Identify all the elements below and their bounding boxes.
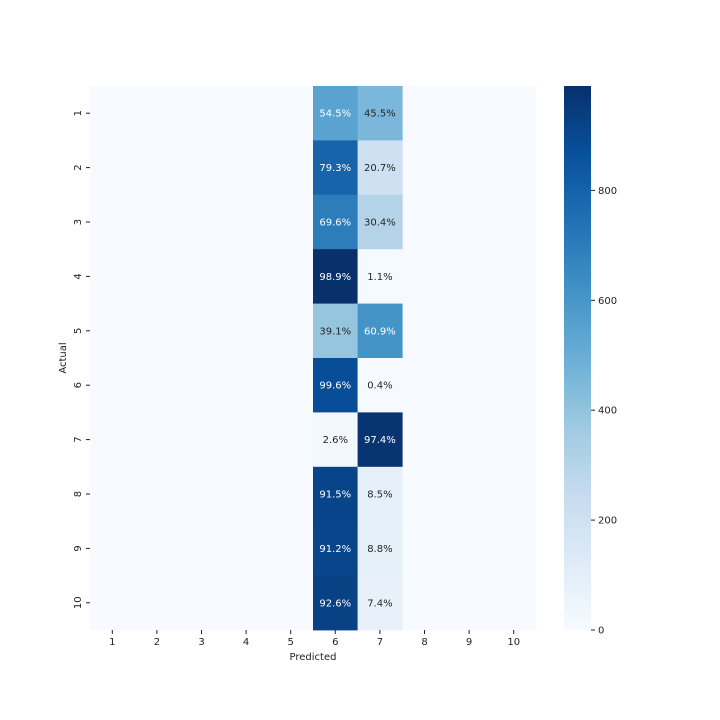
cell-value-label: 54.5% (319, 109, 351, 120)
heatmap-cell (313, 249, 358, 304)
x-tick-label: 9 (466, 637, 472, 648)
cell-value-label: 98.9% (319, 272, 351, 283)
colorbar-tick-label: 200 (598, 516, 617, 527)
heatmap-cell (313, 194, 358, 250)
x-tick-label: 4 (243, 637, 249, 648)
x-tick-label: 8 (421, 637, 427, 648)
x-tick-label: 5 (288, 637, 294, 648)
colorbar-tick-label: 0 (598, 626, 604, 637)
y-tick-label: 7 (73, 436, 84, 442)
y-tick-label: 9 (73, 545, 84, 551)
heatmap-cell (357, 86, 403, 141)
x-tick-label: 7 (377, 637, 383, 648)
colorbar-tick-label: 400 (598, 406, 617, 417)
heatmap-cell (313, 466, 358, 522)
cell-value-label: 20.7% (364, 163, 396, 174)
cell-value-label: 69.6% (319, 218, 351, 229)
y-axis-ticks: 1 2 3 4 5 6 7 8 9 10 (73, 110, 90, 609)
heatmap-cell (357, 412, 403, 468)
cell-value-label: 30.4% (364, 218, 396, 229)
colorbar-tick-label: 600 (598, 296, 617, 307)
heatmap-cell (313, 86, 358, 141)
heatmap-cell (357, 466, 403, 522)
heatmap-cell (357, 249, 403, 304)
x-tick-label: 3 (198, 637, 204, 648)
cell-value-label: 0.4% (367, 381, 392, 392)
heatmap-cell (313, 521, 358, 576)
heatmap-cell (357, 358, 403, 413)
y-tick-label: 5 (73, 328, 84, 334)
cell-value-label: 79.3% (319, 163, 351, 174)
y-tick-label: 6 (73, 382, 84, 388)
heatmap-cell (313, 412, 358, 468)
y-tick-label: 4 (73, 273, 84, 279)
colorbar-gradient (564, 86, 591, 630)
heatmap-cell (313, 575, 358, 631)
cell-value-label: 8.8% (367, 544, 392, 555)
heatmap-cell (357, 521, 403, 576)
y-tick-label: 1 (73, 110, 84, 116)
y-tick-label: 3 (73, 219, 84, 225)
cell-value-label: 92.6% (319, 598, 351, 609)
cell-value-label: 91.5% (319, 490, 351, 501)
heatmap-cell (357, 575, 403, 631)
x-tick-label: 2 (154, 637, 160, 648)
x-axis-ticks: 1 2 3 4 5 6 7 8 9 10 (109, 630, 520, 648)
heatmap-cell (357, 303, 403, 359)
cell-value-label: 39.1% (319, 326, 351, 337)
y-tick-label: 8 (73, 491, 84, 497)
heatmap-cell (313, 140, 358, 196)
heatmap-cell (357, 140, 403, 196)
colorbar-tick-label: 800 (598, 186, 617, 197)
cell-value-label: 8.5% (367, 490, 392, 501)
heatmap-cell (313, 303, 358, 359)
y-tick-label: 10 (73, 596, 84, 609)
heatmap: 54.5% 45.5% 79.3% 20.7% 69.6% 30.4% 98.9% 1.1% 3… (90, 86, 536, 631)
x-tick-label: 1 (109, 637, 115, 648)
cell-value-label: 45.5% (364, 109, 396, 120)
y-axis-label: Actual (58, 342, 69, 373)
cell-value-label: 7.4% (367, 598, 392, 609)
x-tick-label: 6 (332, 637, 338, 648)
cell-value-label: 2.6% (323, 435, 348, 446)
x-axis-label: Predicted (290, 652, 337, 663)
colorbar: 0 200 400 600 800 (564, 86, 617, 637)
cell-value-label: 91.2% (319, 544, 351, 555)
cell-value-label: 99.6% (319, 381, 351, 392)
x-tick-label: 10 (507, 637, 520, 648)
heatmap-cell (357, 194, 403, 250)
heatmap-cell (313, 358, 358, 413)
cell-value-label: 97.4% (364, 435, 396, 446)
y-tick-label: 2 (73, 164, 84, 170)
cell-value-label: 1.1% (367, 272, 392, 283)
cell-value-label: 60.9% (364, 326, 396, 337)
